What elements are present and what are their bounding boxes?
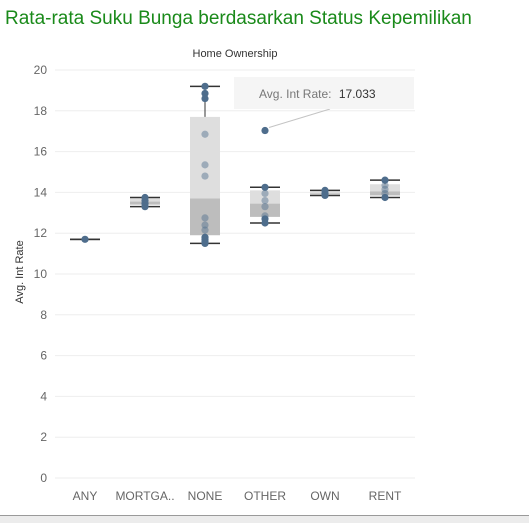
y-axis-ticks: 0 2 4 6 8 10 12 14 16 18 20 <box>34 63 48 485</box>
data-point <box>261 212 269 220</box>
data-point <box>201 221 209 229</box>
data-point <box>261 215 269 223</box>
box-lower <box>190 198 220 236</box>
y-axis-title: Avg. Int Rate <box>14 240 26 303</box>
dashboard-title: Rata-rata Suku Bunga berdasarkan Status … <box>5 8 472 29</box>
tooltip-box <box>234 77 414 109</box>
data-point <box>381 193 389 202</box>
box-upper <box>190 116 220 199</box>
data-point <box>201 82 209 90</box>
x-tick-label: OWN <box>310 489 339 503</box>
data-point <box>381 181 389 189</box>
data-point <box>261 196 269 205</box>
data-point <box>261 183 269 191</box>
data-point <box>261 126 269 135</box>
y-tick-label: 8 <box>40 308 47 322</box>
tooltip-value: 17.033 <box>339 87 376 101</box>
y-tick-label: 12 <box>34 226 48 240</box>
y-tick-label: 10 <box>34 267 48 281</box>
tooltip: Avg. Int Rate: 17.033 <box>234 77 414 129</box>
bottom-scrollbar-strip <box>0 516 529 523</box>
y-tick-label: 2 <box>40 430 47 444</box>
data-point <box>201 214 209 222</box>
data-point <box>201 172 209 180</box>
y-tick-label: 6 <box>40 349 47 363</box>
data-point <box>201 89 209 98</box>
y-tick-label: 14 <box>34 185 48 199</box>
data-point <box>381 189 389 198</box>
data-point <box>201 161 209 169</box>
data-point <box>201 233 209 241</box>
box-lower <box>250 203 280 217</box>
svg-text:Avg. Int Rate: 17.033: Avg. Int Rate: 17.033 <box>259 87 376 101</box>
data-point <box>381 185 389 193</box>
boxes <box>70 85 400 245</box>
box-lower <box>370 191 400 196</box>
data-point <box>201 94 209 103</box>
data-point <box>201 130 209 138</box>
data-point <box>81 235 89 243</box>
data-points <box>81 82 389 247</box>
x-tick-label: MORTGA.. <box>115 489 174 503</box>
x-tick-label: OTHER <box>244 489 286 503</box>
data-point <box>381 176 389 184</box>
data-point <box>261 189 269 198</box>
bottom-divider <box>0 515 529 516</box>
x-tick-label: RENT <box>369 489 402 503</box>
data-point <box>321 186 329 194</box>
y-tick-label: 20 <box>34 63 48 77</box>
box-upper <box>250 190 280 204</box>
tooltip-connector <box>268 108 331 129</box>
y-tick-label: 4 <box>40 389 47 403</box>
y-tick-label: 16 <box>34 145 48 159</box>
data-point <box>261 203 269 211</box>
tooltip-label: Avg. Int Rate: <box>259 87 332 101</box>
data-point <box>141 193 149 202</box>
y-tick-label: 18 <box>34 104 48 118</box>
y-tick-label: 0 <box>40 471 47 485</box>
x-tick-label: ANY <box>73 489 98 503</box>
column-header: Home Ownership <box>193 48 278 60</box>
box-upper <box>370 184 400 192</box>
data-point <box>201 226 209 234</box>
x-tick-label: NONE <box>188 489 223 503</box>
gridlines <box>55 69 415 479</box>
x-axis-ticks: ANY MORTGA.. NONE OTHER OWN RENT <box>73 489 402 503</box>
